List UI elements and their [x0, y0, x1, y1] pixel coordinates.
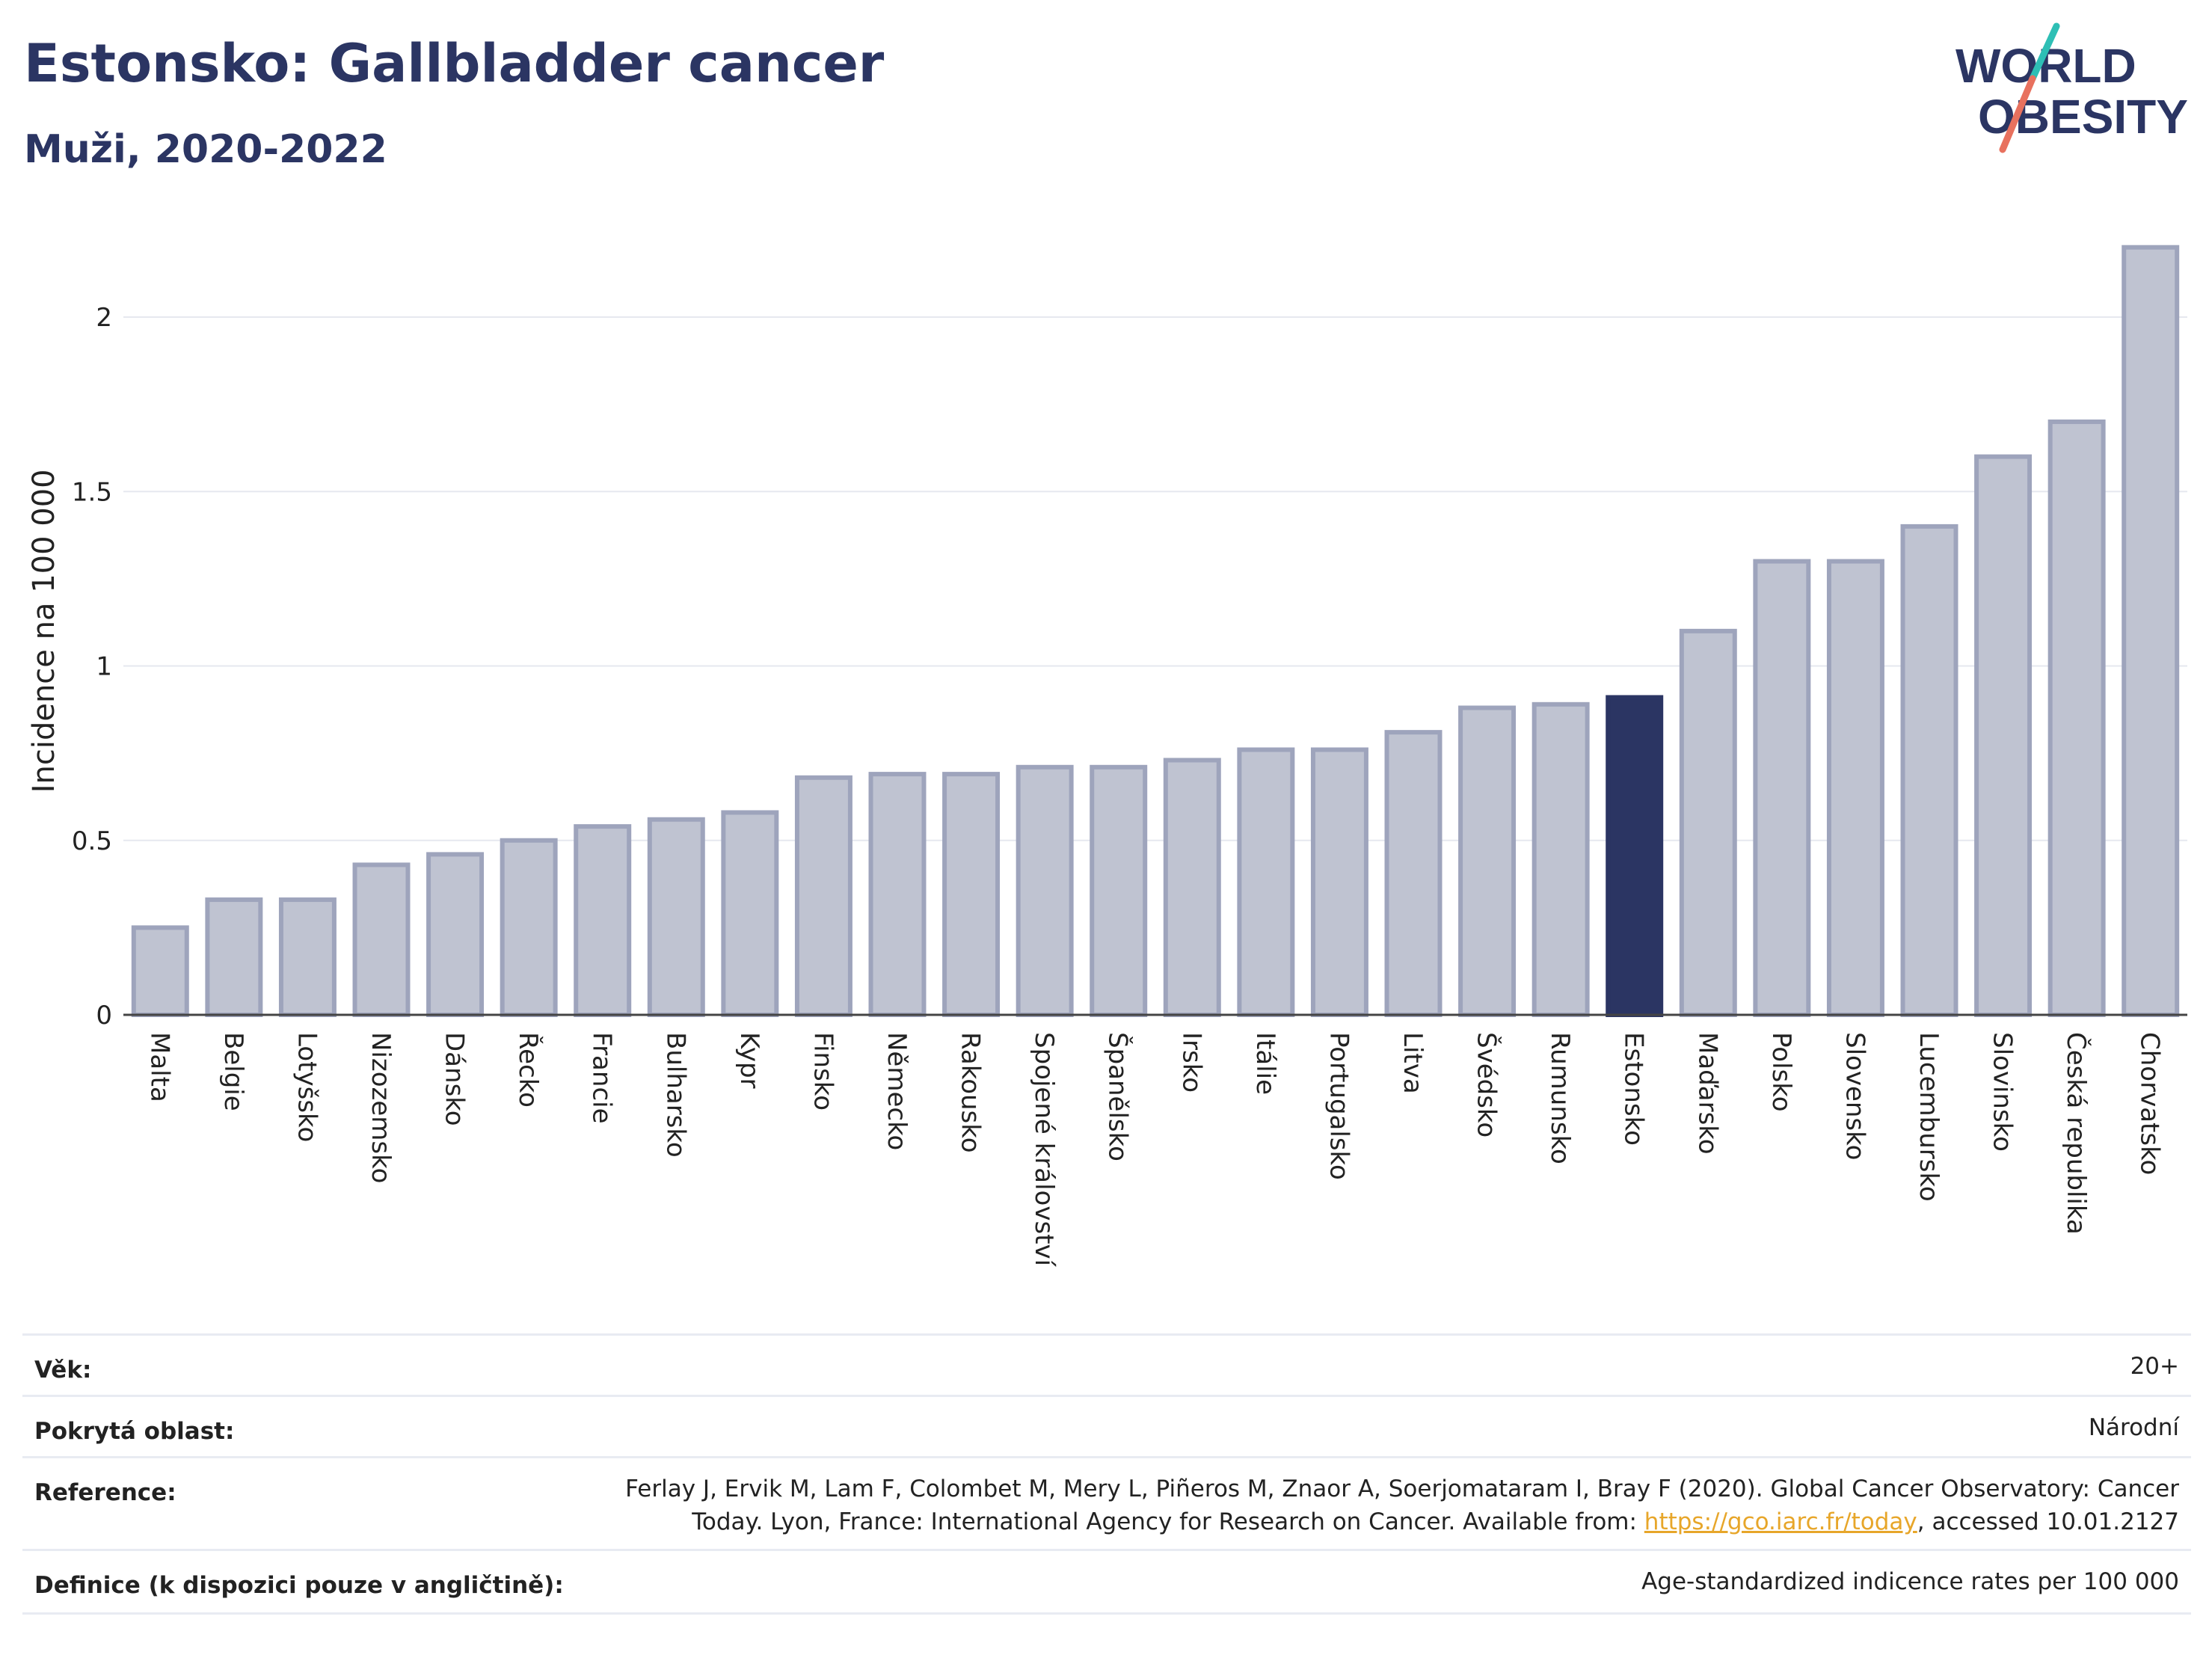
- y-axis-title: Incidence na 100 000: [27, 469, 61, 793]
- bar-Chorvatsko[interactable]: [2122, 245, 2180, 1018]
- reference-link[interactable]: https://gco.iarc.fr/today: [1644, 1508, 1917, 1535]
- bar-Řecko[interactable]: [500, 838, 558, 1017]
- bar-Česká republika[interactable]: [2047, 419, 2106, 1017]
- bar-Finsko[interactable]: [794, 775, 852, 1018]
- bar-Estonsko[interactable]: [1606, 695, 1664, 1017]
- chart-subtitle: Muži, 2020-2022: [24, 127, 387, 172]
- x-tick-label: Spojené království: [1029, 1032, 1059, 1268]
- definition-label: Definice (k dispozici pouze v angličtině…: [34, 1572, 564, 1599]
- bar-Irsko[interactable]: [1163, 758, 1221, 1018]
- reference-line-2-pre: Today. Lyon, France: International Agenc…: [692, 1508, 1644, 1535]
- meta-row-definition: Definice (k dispozici pouze v angličtině…: [22, 1549, 2191, 1615]
- x-tick-label: Estonsko: [1619, 1032, 1649, 1146]
- bar-Slovinsko[interactable]: [1974, 454, 2033, 1017]
- meta-row-area: Pokrytá oblast: Národní: [22, 1395, 2191, 1458]
- bar-Itálie[interactable]: [1237, 747, 1295, 1018]
- bar-chart: 0 0.5 1 1.5 2 Malta Belgie Lotyšsko Nizozemsko D…: [27, 245, 2187, 1268]
- logo-slash-teal: [2029, 22, 2060, 82]
- bar-Dánsko[interactable]: [426, 852, 485, 1018]
- x-tick-label: Kypr: [734, 1032, 764, 1089]
- meta-row-reference: Reference: Ferlay J, Ervik M, Lam F, Col…: [22, 1456, 2191, 1551]
- bar-Polsko[interactable]: [1753, 559, 1811, 1017]
- y-tick-label: 0.5: [72, 826, 112, 856]
- x-tick-label: Nizozemsko: [366, 1032, 396, 1183]
- bar-Lucembursko[interactable]: [1900, 523, 1958, 1017]
- reference-label: Reference:: [34, 1479, 176, 1506]
- bar-Lotyšsko[interactable]: [278, 897, 337, 1018]
- bar-Malta[interactable]: [131, 925, 189, 1017]
- x-tick-label: Maďarsko: [1692, 1032, 1722, 1155]
- age-value: 20+: [2130, 1353, 2179, 1380]
- x-tick-label: Rumunsko: [1545, 1032, 1575, 1164]
- bar-Slovensko[interactable]: [1826, 559, 1884, 1017]
- reference-value: Ferlay J, Ervik M, Lam F, Colombet M, Me…: [625, 1473, 2179, 1538]
- x-tick-label: Belgie: [218, 1032, 248, 1111]
- x-tick-label: Slovensko: [1840, 1032, 1870, 1160]
- y-tick-label: 1.5: [72, 477, 112, 507]
- x-tick-label: Malta: [144, 1032, 174, 1102]
- bar-Rakousko[interactable]: [942, 772, 1001, 1017]
- y-tick-label: 2: [96, 303, 112, 333]
- x-tick-label: Lotyšsko: [292, 1032, 322, 1142]
- y-tick-labels: 0 0.5 1 1.5 2: [72, 303, 112, 1031]
- x-tick-label: Řecko: [513, 1032, 544, 1108]
- x-tick-label: Slovinsko: [1988, 1032, 2018, 1152]
- chart-title: Estonsko: Gallbladder cancer: [24, 33, 885, 94]
- y-tick-label: 1: [96, 652, 112, 682]
- x-tick-label: Chorvatsko: [2135, 1032, 2165, 1175]
- meta-row-age: Věk: 20+: [22, 1333, 2191, 1397]
- x-tick-label: Litva: [1398, 1032, 1428, 1094]
- logo-slash-coral: [1999, 75, 2036, 153]
- bar-Švédsko[interactable]: [1458, 705, 1517, 1017]
- x-tick-label: Německo: [882, 1032, 912, 1150]
- bars: [131, 245, 2180, 1018]
- reference-line-1: Ferlay J, Ervik M, Lam F, Colombet M, Me…: [625, 1476, 2179, 1502]
- x-tick-label: Lucembursko: [1914, 1032, 1944, 1202]
- bar-Španělsko[interactable]: [1090, 764, 1148, 1018]
- x-tick-label: Rakousko: [956, 1032, 986, 1153]
- reference-line-2: Today. Lyon, France: International Agenc…: [625, 1505, 2179, 1538]
- bar-Belgie[interactable]: [205, 897, 263, 1018]
- bar-Bulharsko[interactable]: [647, 817, 705, 1017]
- x-tick-label: Finsko: [808, 1032, 838, 1111]
- y-tick-label: 0: [96, 1001, 112, 1031]
- definition-value: Age-standardized indicence rates per 100…: [1641, 1568, 2179, 1595]
- x-tick-label: Španělsko: [1103, 1032, 1134, 1161]
- bar-Nizozemsko[interactable]: [352, 862, 411, 1018]
- x-tick-label: Švédsko: [1472, 1032, 1502, 1137]
- reference-line-2-post: , accessed 10.01.2127: [1917, 1508, 2179, 1535]
- x-tick-label: Bulharsko: [660, 1032, 690, 1158]
- bar-Spojené království[interactable]: [1016, 764, 1074, 1018]
- bar-Portugalsko[interactable]: [1310, 747, 1368, 1018]
- bar-Maďarsko[interactable]: [1679, 628, 1737, 1017]
- bar-Kypr[interactable]: [721, 810, 779, 1018]
- bar-Rumunsko[interactable]: [1531, 701, 1590, 1017]
- age-label: Věk:: [34, 1357, 92, 1384]
- x-tick-labels: Malta Belgie Lotyšsko Nizozemsko Dánsko Řecko…: [144, 1032, 2164, 1268]
- world-obesity-logo: WORLD OBESITY: [1956, 22, 2188, 153]
- bar-Francie[interactable]: [574, 824, 632, 1017]
- bar-Litva[interactable]: [1384, 730, 1443, 1017]
- bar-Německo[interactable]: [868, 772, 927, 1017]
- x-tick-label: Francie: [587, 1032, 617, 1124]
- x-tick-label: Dánsko: [440, 1032, 470, 1126]
- x-tick-label: Česká republika: [2061, 1032, 2092, 1235]
- x-tick-label: Itálie: [1250, 1032, 1280, 1095]
- x-tick-label: Polsko: [1766, 1032, 1796, 1112]
- area-label: Pokrytá oblast:: [34, 1418, 235, 1445]
- x-tick-label: Irsko: [1176, 1032, 1206, 1093]
- area-value: Národní: [2088, 1414, 2179, 1441]
- x-tick-label: Portugalsko: [1324, 1032, 1354, 1180]
